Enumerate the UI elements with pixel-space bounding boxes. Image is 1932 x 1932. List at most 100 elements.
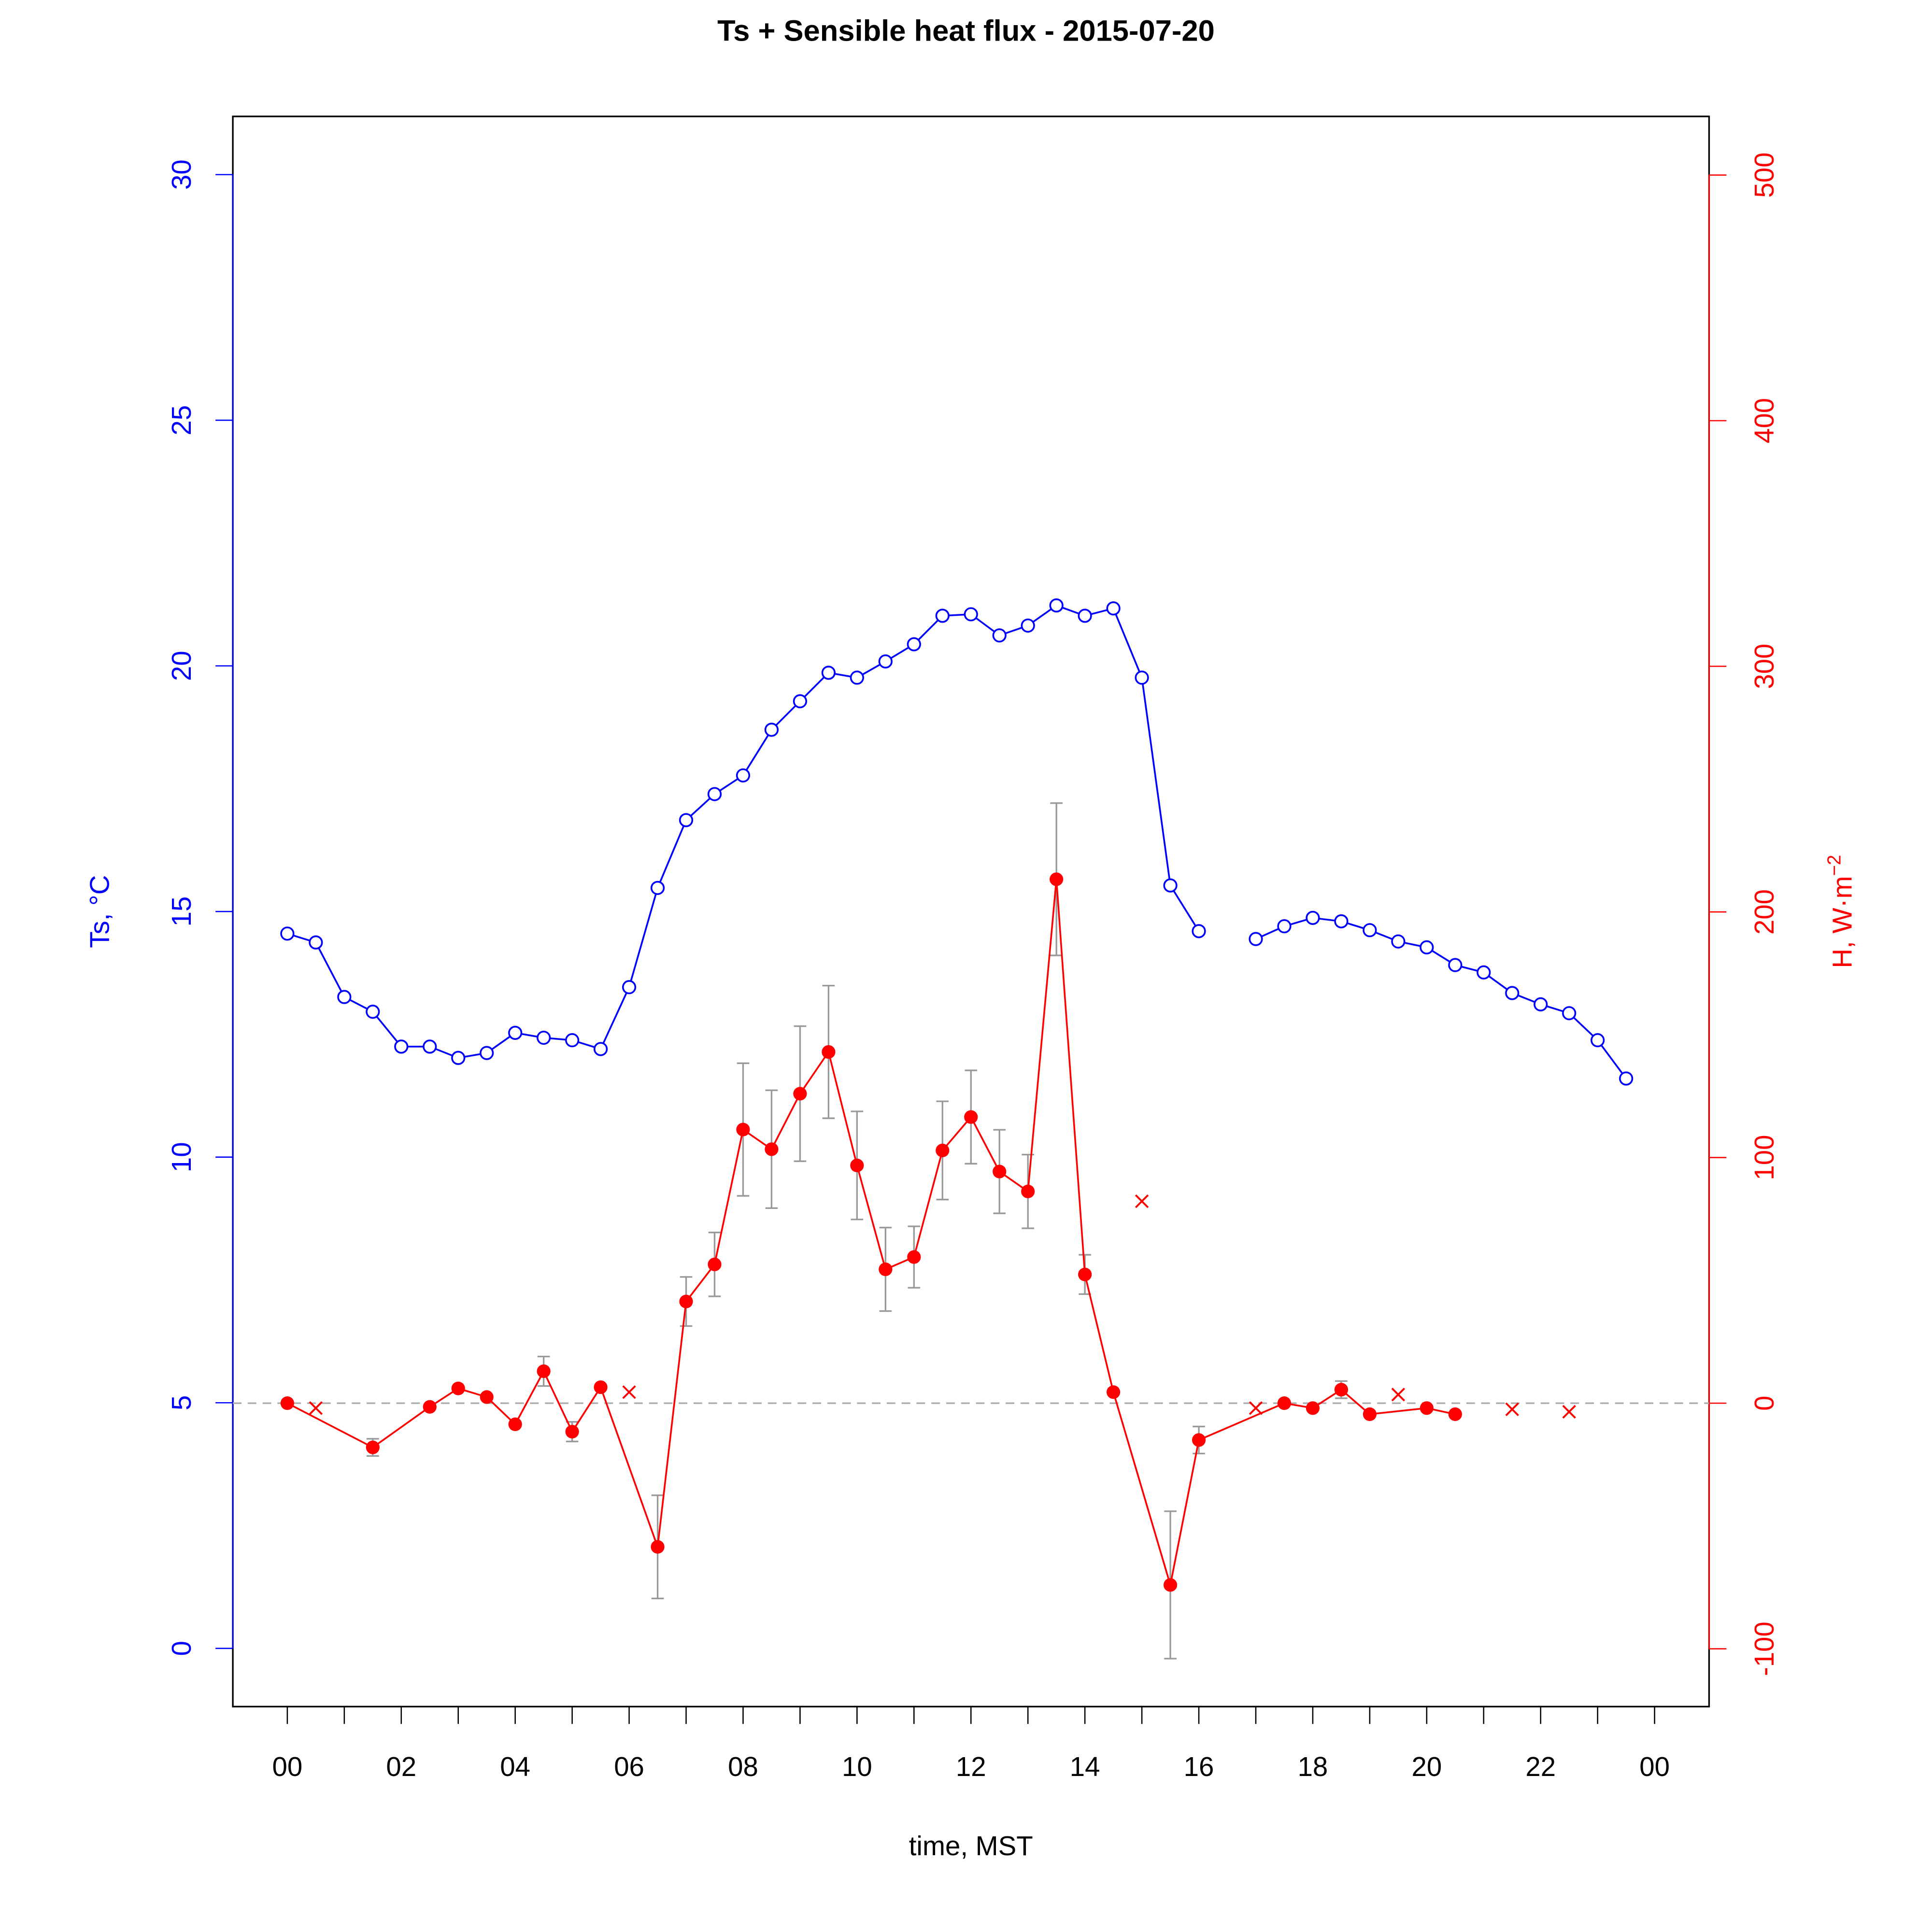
x-axis-label: time, MST: [909, 1831, 1033, 1861]
h-point: [1277, 1396, 1292, 1410]
ts-point: [679, 813, 694, 827]
ts-point: [1562, 1006, 1577, 1021]
ts-point: [309, 935, 323, 950]
ts-point: [1277, 919, 1292, 934]
ts-point: [1106, 601, 1121, 616]
y-right-axis-label: H, W·m−2: [1824, 855, 1857, 968]
x-tick-label: 00: [272, 1751, 302, 1782]
chart-title: Ts + Sensible heat flux - 2015-07-20: [717, 14, 1215, 48]
h-flagged-point: [1505, 1402, 1519, 1417]
h-flagged-point: [1562, 1405, 1576, 1419]
x-tick-label: 04: [500, 1751, 530, 1782]
h-point: [565, 1425, 579, 1439]
ts-point: [1078, 609, 1092, 623]
h-point: [1448, 1407, 1462, 1421]
ts-point: [992, 628, 1007, 643]
h-point: [736, 1122, 750, 1136]
h-point: [907, 1250, 921, 1264]
ts-point: [1591, 1033, 1605, 1048]
h-point: [879, 1262, 893, 1277]
ts-point: [1192, 924, 1206, 938]
y-left-tick-label: 20: [166, 651, 197, 681]
h-point: [366, 1440, 380, 1454]
y-left-tick-label: 5: [166, 1395, 197, 1410]
h-point: [765, 1142, 779, 1156]
h-point: [964, 1110, 978, 1124]
ts-point: [593, 1042, 608, 1056]
h-point: [594, 1380, 608, 1394]
ts-point: [565, 1033, 580, 1048]
h-point: [537, 1364, 551, 1378]
ts-point: [1448, 958, 1463, 972]
ts-point: [394, 1039, 409, 1054]
y-right-label-main: H, W·m: [1827, 876, 1857, 968]
ts-point: [622, 980, 637, 994]
x-tick-label: 12: [956, 1751, 986, 1782]
y-right-tick-label: -100: [1749, 1621, 1779, 1676]
h-point: [423, 1400, 437, 1414]
h-flagged-point: [622, 1385, 636, 1399]
h-point: [850, 1158, 864, 1172]
h-line: [287, 879, 1456, 1585]
h-flagged-point: [1135, 1194, 1149, 1208]
ts-point: [1163, 878, 1178, 893]
ts-point: [878, 654, 893, 669]
y-left-tick-label: 15: [166, 896, 197, 927]
ts-line: [1255, 917, 1627, 1080]
ts-point: [821, 666, 836, 680]
ts-point: [1420, 940, 1434, 955]
y-left-tick-label: 25: [166, 405, 197, 436]
h-point: [480, 1390, 494, 1404]
ts-point: [964, 607, 978, 622]
x-tick-label: 22: [1525, 1751, 1556, 1782]
ts-point: [537, 1030, 551, 1045]
h-point: [1334, 1383, 1349, 1397]
h-point: [1021, 1184, 1035, 1198]
ts-point: [1249, 932, 1263, 946]
h-point: [793, 1087, 807, 1101]
x-tick-label: 20: [1411, 1751, 1442, 1782]
h-point: [1107, 1385, 1121, 1399]
ts-point: [1306, 910, 1320, 925]
ts-line: [287, 604, 1200, 1059]
y-left-tick-label: 30: [166, 159, 197, 190]
ts-point: [366, 1005, 380, 1019]
ts-point: [1391, 934, 1406, 949]
ts-point: [650, 881, 665, 895]
ts-point: [907, 637, 921, 652]
ts-point: [707, 787, 722, 801]
h-point: [822, 1045, 836, 1059]
ts-point: [850, 670, 864, 685]
h-point: [679, 1294, 693, 1308]
ts-point: [935, 609, 950, 623]
ts-point: [1021, 618, 1035, 633]
x-tick-label: 06: [614, 1751, 644, 1782]
h-point: [936, 1143, 950, 1157]
ts-point: [280, 926, 295, 941]
x-tick-label: 16: [1184, 1751, 1214, 1782]
ts-point: [1363, 923, 1377, 938]
h-point: [1306, 1401, 1320, 1415]
x-tick-label: 10: [842, 1751, 872, 1782]
y-right-tick-label: 100: [1749, 1135, 1779, 1180]
h-point: [1420, 1401, 1434, 1415]
ts-point: [1135, 670, 1149, 685]
ts-point: [1334, 914, 1349, 929]
ts-point: [1619, 1071, 1634, 1086]
plot-frame: [232, 115, 1710, 1707]
h-flagged-point: [309, 1401, 323, 1415]
ts-point: [736, 768, 751, 783]
x-tick-label: 18: [1298, 1751, 1328, 1782]
x-tick-label: 08: [728, 1751, 758, 1782]
h-point: [1050, 872, 1064, 886]
ts-point: [423, 1039, 437, 1054]
h-point: [1163, 1578, 1178, 1592]
h-point: [1078, 1267, 1092, 1281]
x-tick-label: 02: [386, 1751, 416, 1782]
ts-point: [1505, 986, 1520, 1000]
h-point: [708, 1257, 722, 1271]
ts-point: [337, 990, 352, 1004]
y-right-label-sup: −2: [1824, 855, 1845, 876]
y-left-axis-label: Ts, °C: [85, 875, 115, 948]
